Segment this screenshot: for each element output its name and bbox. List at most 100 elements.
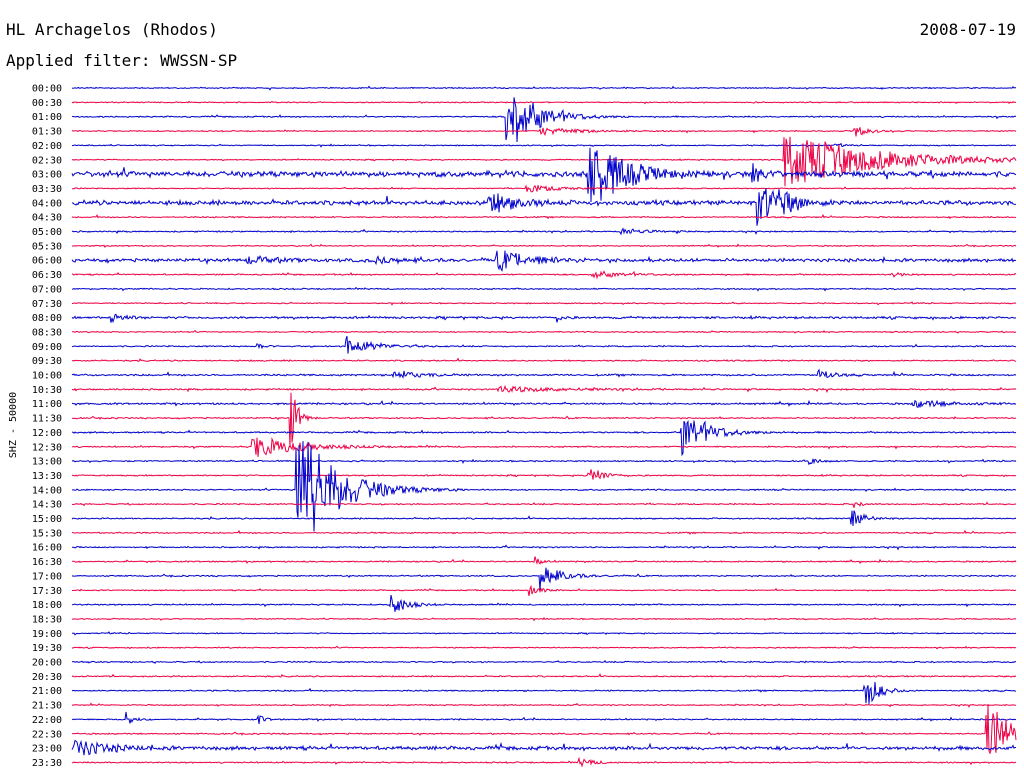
time-tick-label: 00:30	[32, 98, 62, 109]
time-tick-label: 06:00	[32, 256, 62, 267]
trace-line-0700	[71, 286, 1017, 292]
trace-line-0200	[71, 142, 1017, 148]
trace-line-0730	[71, 301, 1017, 306]
time-tick-label: 23:30	[32, 758, 62, 769]
trace-line-1900	[72, 631, 1017, 636]
time-tick-label: 16:30	[32, 557, 62, 568]
trace-line-0230	[71, 136, 1017, 187]
trace-line-1300	[71, 458, 1017, 466]
time-tick-label: 17:00	[32, 571, 62, 582]
seismogram-traces	[71, 85, 1017, 768]
trace-line-2300	[71, 739, 1016, 756]
trace-line-1000	[71, 368, 1017, 379]
time-tick-label: 15:00	[32, 514, 62, 525]
trace-line-0900	[71, 336, 1017, 354]
time-tick-label: 11:30	[32, 414, 62, 425]
time-tick-label: 08:00	[32, 313, 62, 324]
time-tick-label: 23:00	[32, 744, 62, 755]
trace-line-0930	[71, 357, 1017, 363]
trace-line-1200	[71, 419, 1017, 457]
time-tick-label: 03:00	[32, 170, 62, 181]
time-tick-label: 07:30	[32, 299, 62, 310]
time-tick-label: 12:00	[32, 428, 62, 439]
time-tick-label: 13:00	[32, 457, 62, 468]
time-tick-label: 22:30	[32, 729, 62, 740]
trace-line-1800	[71, 594, 1017, 612]
trace-line-1630	[71, 556, 1017, 566]
time-tick-label: 04:30	[32, 213, 62, 224]
time-tick-label: 20:00	[32, 658, 62, 669]
time-tick-label: 03:30	[32, 184, 62, 195]
trace-line-0000	[71, 85, 1017, 91]
time-tick-label: 14:00	[32, 485, 62, 496]
trace-line-2130	[71, 702, 1017, 708]
trace-line-1330	[71, 469, 1017, 480]
trace-line-1530	[71, 529, 1017, 535]
time-tick-label: 22:00	[32, 715, 62, 726]
time-tick-label: 08:30	[32, 327, 62, 338]
trace-line-1730	[72, 584, 1017, 596]
time-tick-label: 18:30	[32, 614, 62, 625]
trace-line-0500	[71, 227, 1017, 236]
time-tick-label: 16:00	[32, 543, 62, 554]
time-tick-label: 04:00	[32, 198, 62, 209]
trace-line-1700	[71, 567, 1017, 591]
trace-line-2330	[71, 756, 1017, 768]
trace-line-1430	[71, 501, 1017, 508]
time-tick-label: 20:30	[32, 672, 62, 683]
trace-line-1030	[71, 384, 1017, 394]
time-tick-label: 13:30	[32, 471, 62, 482]
time-tick-label: 05:00	[32, 227, 62, 238]
time-tick-label: 21:30	[32, 701, 62, 712]
trace-line-0630	[71, 270, 1017, 280]
time-tick-label: 02:00	[32, 141, 62, 152]
trace-line-0300	[71, 147, 1017, 203]
trace-line-1830	[71, 617, 1017, 622]
time-tick-label: 18:00	[32, 600, 62, 611]
time-tick-label: 12:30	[32, 442, 62, 453]
time-tick-label: 21:00	[32, 686, 62, 697]
trace-line-2200	[71, 711, 1017, 724]
time-tick-label: 14:30	[32, 500, 62, 511]
trace-line-1930	[71, 645, 1017, 650]
trace-line-2030	[71, 673, 1017, 678]
time-tick-label: 02:30	[32, 155, 62, 166]
trace-line-1100	[71, 399, 1017, 408]
y-axis-label: SHZ - 50000	[8, 392, 19, 458]
time-tick-label: 09:30	[32, 356, 62, 367]
time-tick-label: 19:00	[32, 629, 62, 640]
trace-line-0400	[71, 188, 1016, 226]
trace-line-0430	[71, 213, 1017, 220]
time-tick-label: 10:30	[32, 385, 62, 396]
time-tick-label: 05:30	[32, 241, 62, 252]
time-tick-label: 10:00	[32, 371, 62, 382]
time-tick-label: 01:30	[32, 127, 62, 138]
time-tick-label: 00:00	[32, 84, 62, 95]
time-tick-label: 19:30	[32, 643, 62, 654]
filter-label: Applied filter: WWSSN-SP	[6, 51, 237, 70]
time-tick-label: 09:00	[32, 342, 62, 353]
trace-line-0030	[71, 100, 1017, 105]
trace-line-2100	[71, 681, 1016, 704]
trace-line-1130	[71, 392, 1017, 448]
trace-line-0130	[71, 127, 1017, 137]
trace-line-0530	[71, 243, 1017, 248]
trace-line-1600	[71, 544, 1017, 551]
time-tick-label: 17:30	[32, 586, 62, 597]
trace-line-1500	[71, 510, 1017, 527]
time-tick-label: 11:00	[32, 399, 62, 410]
trace-line-0800	[71, 313, 1017, 324]
time-tick-label: 06:30	[32, 270, 62, 281]
trace-line-0100	[71, 97, 1017, 143]
time-tick-label: 01:00	[32, 112, 62, 123]
date-label: 2008-07-19	[920, 20, 1016, 39]
trace-line-1230	[71, 436, 1017, 457]
trace-line-0600	[71, 250, 1017, 272]
time-tick-label: 15:30	[32, 528, 62, 539]
trace-line-2230	[72, 705, 1017, 755]
trace-line-0330	[72, 184, 1017, 193]
trace-line-1400	[71, 441, 1017, 532]
trace-line-2000	[71, 660, 1016, 664]
time-tick-label: 07:00	[32, 284, 62, 295]
